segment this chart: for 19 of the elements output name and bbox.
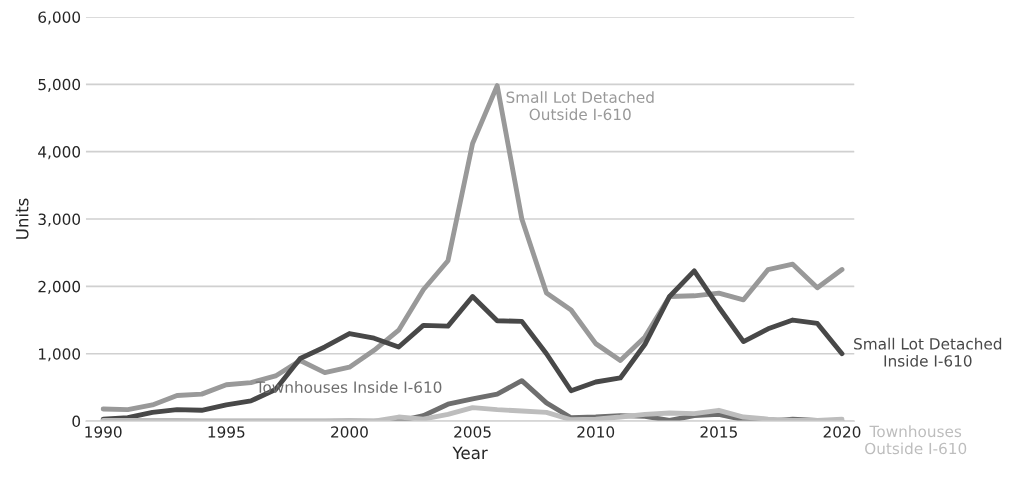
y-tick-label: 2,000 [38,280,81,294]
series-label: Townhouses Outside I-610 [865,425,967,455]
y-tick-label: 1,000 [39,348,81,362]
x-tick-label: 1990 [85,426,122,438]
y-tick-label: 3,000 [38,213,81,227]
x-tick-label: 2005 [454,426,491,438]
series-label: Small Lot Detached Inside I-610 [854,337,1002,367]
x-tick-label: 2010 [577,426,615,438]
y-tick-label: 0 [72,415,81,428]
x-tick-label: 2020 [823,426,861,438]
y-axis-title: Units [15,198,29,239]
y-tick-label: 4,000 [38,146,81,160]
x-tick-label: 2000 [331,426,368,438]
x-tick-label: 1995 [208,426,245,438]
y-tick-label: 6,000 [38,11,81,25]
x-tick-label: 2015 [700,426,737,438]
x-axis-title: Year [452,446,488,460]
series-label: Small Lot Detached Outside I-610 [506,91,654,121]
y-tick-label: 5,000 [38,78,81,92]
